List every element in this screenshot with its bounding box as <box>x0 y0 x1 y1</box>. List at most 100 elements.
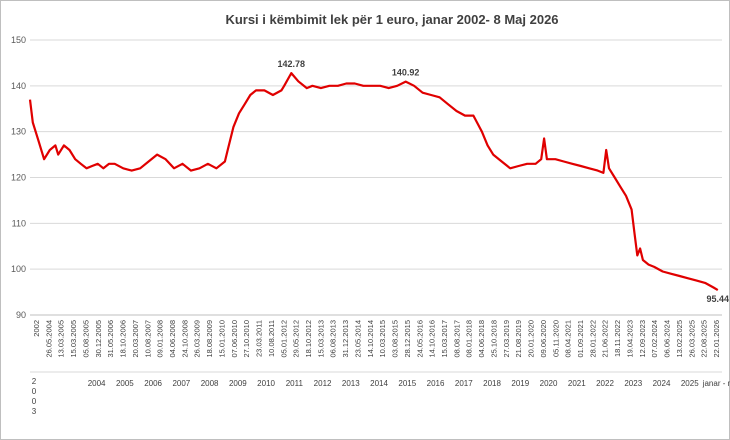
x-date-tick-label: 23.05.2014 <box>354 320 363 358</box>
y-tick-label: 120 <box>11 173 26 183</box>
x-year-tick-label: 2024 <box>653 379 671 388</box>
x-year-tick-label: 2012 <box>314 379 332 388</box>
x-date-tick-label: 08.08.2017 <box>452 320 461 358</box>
x-year-tick-char: 2 <box>32 377 37 386</box>
x-year-tick-label: 2006 <box>144 379 162 388</box>
x-date-tick-label: 23.03.2011 <box>255 320 264 357</box>
x-date-tick-label: 08.01.2018 <box>465 320 474 358</box>
x-date-tick-label: 01.09.2021 <box>576 320 585 358</box>
x-date-tick-label: 24.05.2016 <box>415 320 424 358</box>
y-tick-label: 110 <box>12 218 26 228</box>
x-date-tick-label: 07.06.2010 <box>230 320 239 358</box>
x-date-tick-label: 21.06.2022 <box>601 320 610 358</box>
x-date-tick-label: 2002 <box>32 320 41 337</box>
x-date-tick-label: 05.01.2012 <box>279 320 288 358</box>
x-date-tick-label: 13.03.2005 <box>57 320 66 358</box>
x-year-tick-label: 2021 <box>568 379 586 388</box>
x-year-tick-label: 2017 <box>455 379 473 388</box>
x-date-tick-label: 27.10.2010 <box>242 320 251 358</box>
x-date-tick-label: 06.06.2024 <box>663 320 672 358</box>
x-year-tick-label: 2016 <box>427 379 445 388</box>
x-year-tick-label: 2008 <box>201 379 219 388</box>
x-date-tick-label: 10.03.2015 <box>378 320 387 358</box>
x-year-tick-char: 0 <box>32 387 37 396</box>
y-tick-label: 100 <box>11 264 26 274</box>
x-date-tick-label: 09.06.2020 <box>539 320 548 358</box>
x-year-tick-label: 2025 <box>681 379 699 388</box>
grid-layer <box>30 39 722 316</box>
x-date-tick-label: 19.04.2023 <box>626 320 635 358</box>
x-date-tick-label: 04.06.2008 <box>168 320 177 358</box>
x-year-tick-label: 2014 <box>370 379 388 388</box>
x-date-tick-label: 03.08.2015 <box>391 320 400 358</box>
x-year-tick-label: 2011 <box>286 379 304 388</box>
x-date-tick-label: 09.01.2008 <box>156 320 165 358</box>
x-date-tick-label: 26.05.2004 <box>44 320 53 358</box>
x-date-tick-label: 14.10.2014 <box>366 320 375 358</box>
x-date-tick-label: 08.04.2021 <box>564 320 573 358</box>
y-tick-label: 140 <box>11 81 26 91</box>
y-axis-ticks: 90 100 110 120 130 140 150 <box>11 35 26 320</box>
x-date-tick-label: 05.08.2005 <box>82 320 91 358</box>
x-date-tick-label: 15.01.2010 <box>218 320 227 358</box>
x-date-tick-label: 31.12.2013 <box>341 320 350 358</box>
x-date-tick-label: 30.12.2005 <box>94 320 103 358</box>
x-date-tick-label: 20.03.2007 <box>131 320 140 358</box>
series-layer <box>28 72 719 292</box>
x-date-tick-label: 28.12.2015 <box>403 320 412 358</box>
x-date-tick-label: 18.11.2022 <box>613 320 622 357</box>
x-year-tick-label: 2022 <box>596 379 614 388</box>
x-date-tick-label: 24.10.2008 <box>180 320 189 358</box>
y-tick-label: 90 <box>16 310 26 320</box>
series-line <box>28 72 719 292</box>
x-date-tick-label: 22.01.2026 <box>712 320 721 358</box>
x-date-tick-label: 18.10.2012 <box>304 320 313 358</box>
x-year-tick-label: 2018 <box>483 379 501 388</box>
x-date-tick-label: 18.08.2009 <box>205 320 214 358</box>
data-label: 142.78 <box>277 59 305 69</box>
x-date-tick-label: 31.05.2006 <box>106 320 115 358</box>
x-date-tick-label: 05.11.2020 <box>551 320 560 357</box>
data-label: 140.92 <box>392 68 420 78</box>
x-date-tick-label: 28.01.2022 <box>588 320 597 358</box>
x-date-tick-label: 06.08.2013 <box>329 320 338 358</box>
x-year-tick-label: 2019 <box>511 379 529 388</box>
x-year-tick-label: janar - maj 2026 <box>702 379 730 388</box>
x-year-tick-label: 2005 <box>116 379 134 388</box>
x-year-tick-label: 2009 <box>229 379 247 388</box>
x-date-tick-label: 15.03.2013 <box>316 320 325 358</box>
x-date-tick-label: 12.09.2023 <box>638 320 647 358</box>
x-date-tick-label: 07.02.2024 <box>650 320 659 358</box>
x-year-tick-label: 2023 <box>624 379 642 388</box>
x-date-tick-label: 22.08.2025 <box>700 320 709 358</box>
x-date-tick-label: 15.03.2017 <box>440 320 449 358</box>
x-year-tick-label: 2010 <box>257 379 275 388</box>
x-year-tick-label: 2013 <box>342 379 360 388</box>
x-date-tick-label: 29.05.2012 <box>292 320 301 358</box>
x-date-tick-label: 26.03.2025 <box>687 320 696 358</box>
x-date-tick-label: 10.08.2007 <box>143 320 152 358</box>
x-year-tick-char: 3 <box>32 407 37 416</box>
x-date-tick-label: 26.03.2009 <box>193 320 202 358</box>
x-date-tick-label: 21.08.2019 <box>514 320 523 358</box>
x-year-tick-label: 2015 <box>398 379 416 388</box>
x-date-tick-label: 14.10.2016 <box>428 320 437 358</box>
x-date-tick-label: 20.01.2020 <box>527 320 536 358</box>
x-date-tick-label: 13.02.2025 <box>675 320 684 358</box>
x-date-tick-label: 18.10.2006 <box>119 320 128 358</box>
y-tick-label: 150 <box>11 35 26 45</box>
x-year-tick-label: 2007 <box>172 379 190 388</box>
x-date-tick-label: 25.10.2018 <box>490 320 499 358</box>
annotation-layer: 142.78 140.92 95.44 <box>277 59 729 304</box>
data-label: 95.44 <box>706 294 729 304</box>
x-date-tick-label: 27.03.2019 <box>502 320 511 358</box>
x-axis-date-ticks: 2002 26.05.2004 13.03.2005 15.03.2005 05.08.… <box>30 314 722 358</box>
x-year-tick-char: 0 <box>32 397 37 406</box>
y-tick-label: 130 <box>11 127 26 137</box>
x-year-tick-label: 2004 <box>88 379 106 388</box>
x-date-tick-label: 15.03.2005 <box>69 320 78 358</box>
x-date-tick-label: 04.06.2018 <box>477 320 486 358</box>
